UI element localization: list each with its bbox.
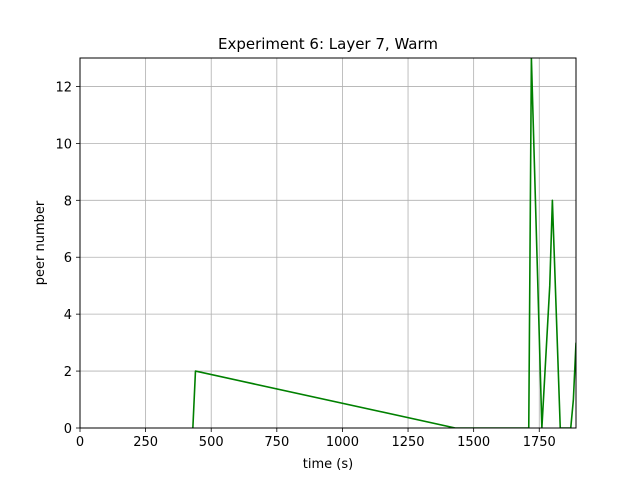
- x-tick-label: 1500: [457, 435, 490, 450]
- y-tick-label: 4: [64, 308, 72, 323]
- y-axis-label: peer number: [33, 200, 48, 285]
- y-tick-label: 2: [64, 365, 72, 380]
- x-axis-label: time (s): [303, 457, 353, 472]
- y-tick-label: 10: [55, 137, 72, 152]
- x-tick-label: 1750: [523, 435, 556, 450]
- x-axis: 0 250 500 750 1000 1250 1500 1750: [76, 428, 556, 450]
- x-tick-label: 750: [264, 435, 289, 450]
- y-tick-label: 8: [64, 194, 72, 209]
- x-tick-label: 500: [199, 435, 224, 450]
- chart-title: Experiment 6: Layer 7, Warm: [218, 35, 438, 53]
- y-axis: 0 2 4 6 8 10 12: [55, 80, 80, 437]
- series-layer: [192, 58, 576, 428]
- y-tick-label: 12: [55, 80, 72, 95]
- plot-frame: [79, 57, 577, 429]
- y-tick-label: 6: [64, 251, 72, 266]
- x-tick-label: 0: [76, 435, 84, 450]
- x-tick-label: 250: [133, 435, 158, 450]
- grid: [79, 58, 576, 429]
- y-tick-label: 0: [64, 422, 72, 437]
- x-tick-label: 1250: [391, 435, 424, 450]
- x-tick-label: 1000: [326, 435, 359, 450]
- series-line: [192, 58, 576, 428]
